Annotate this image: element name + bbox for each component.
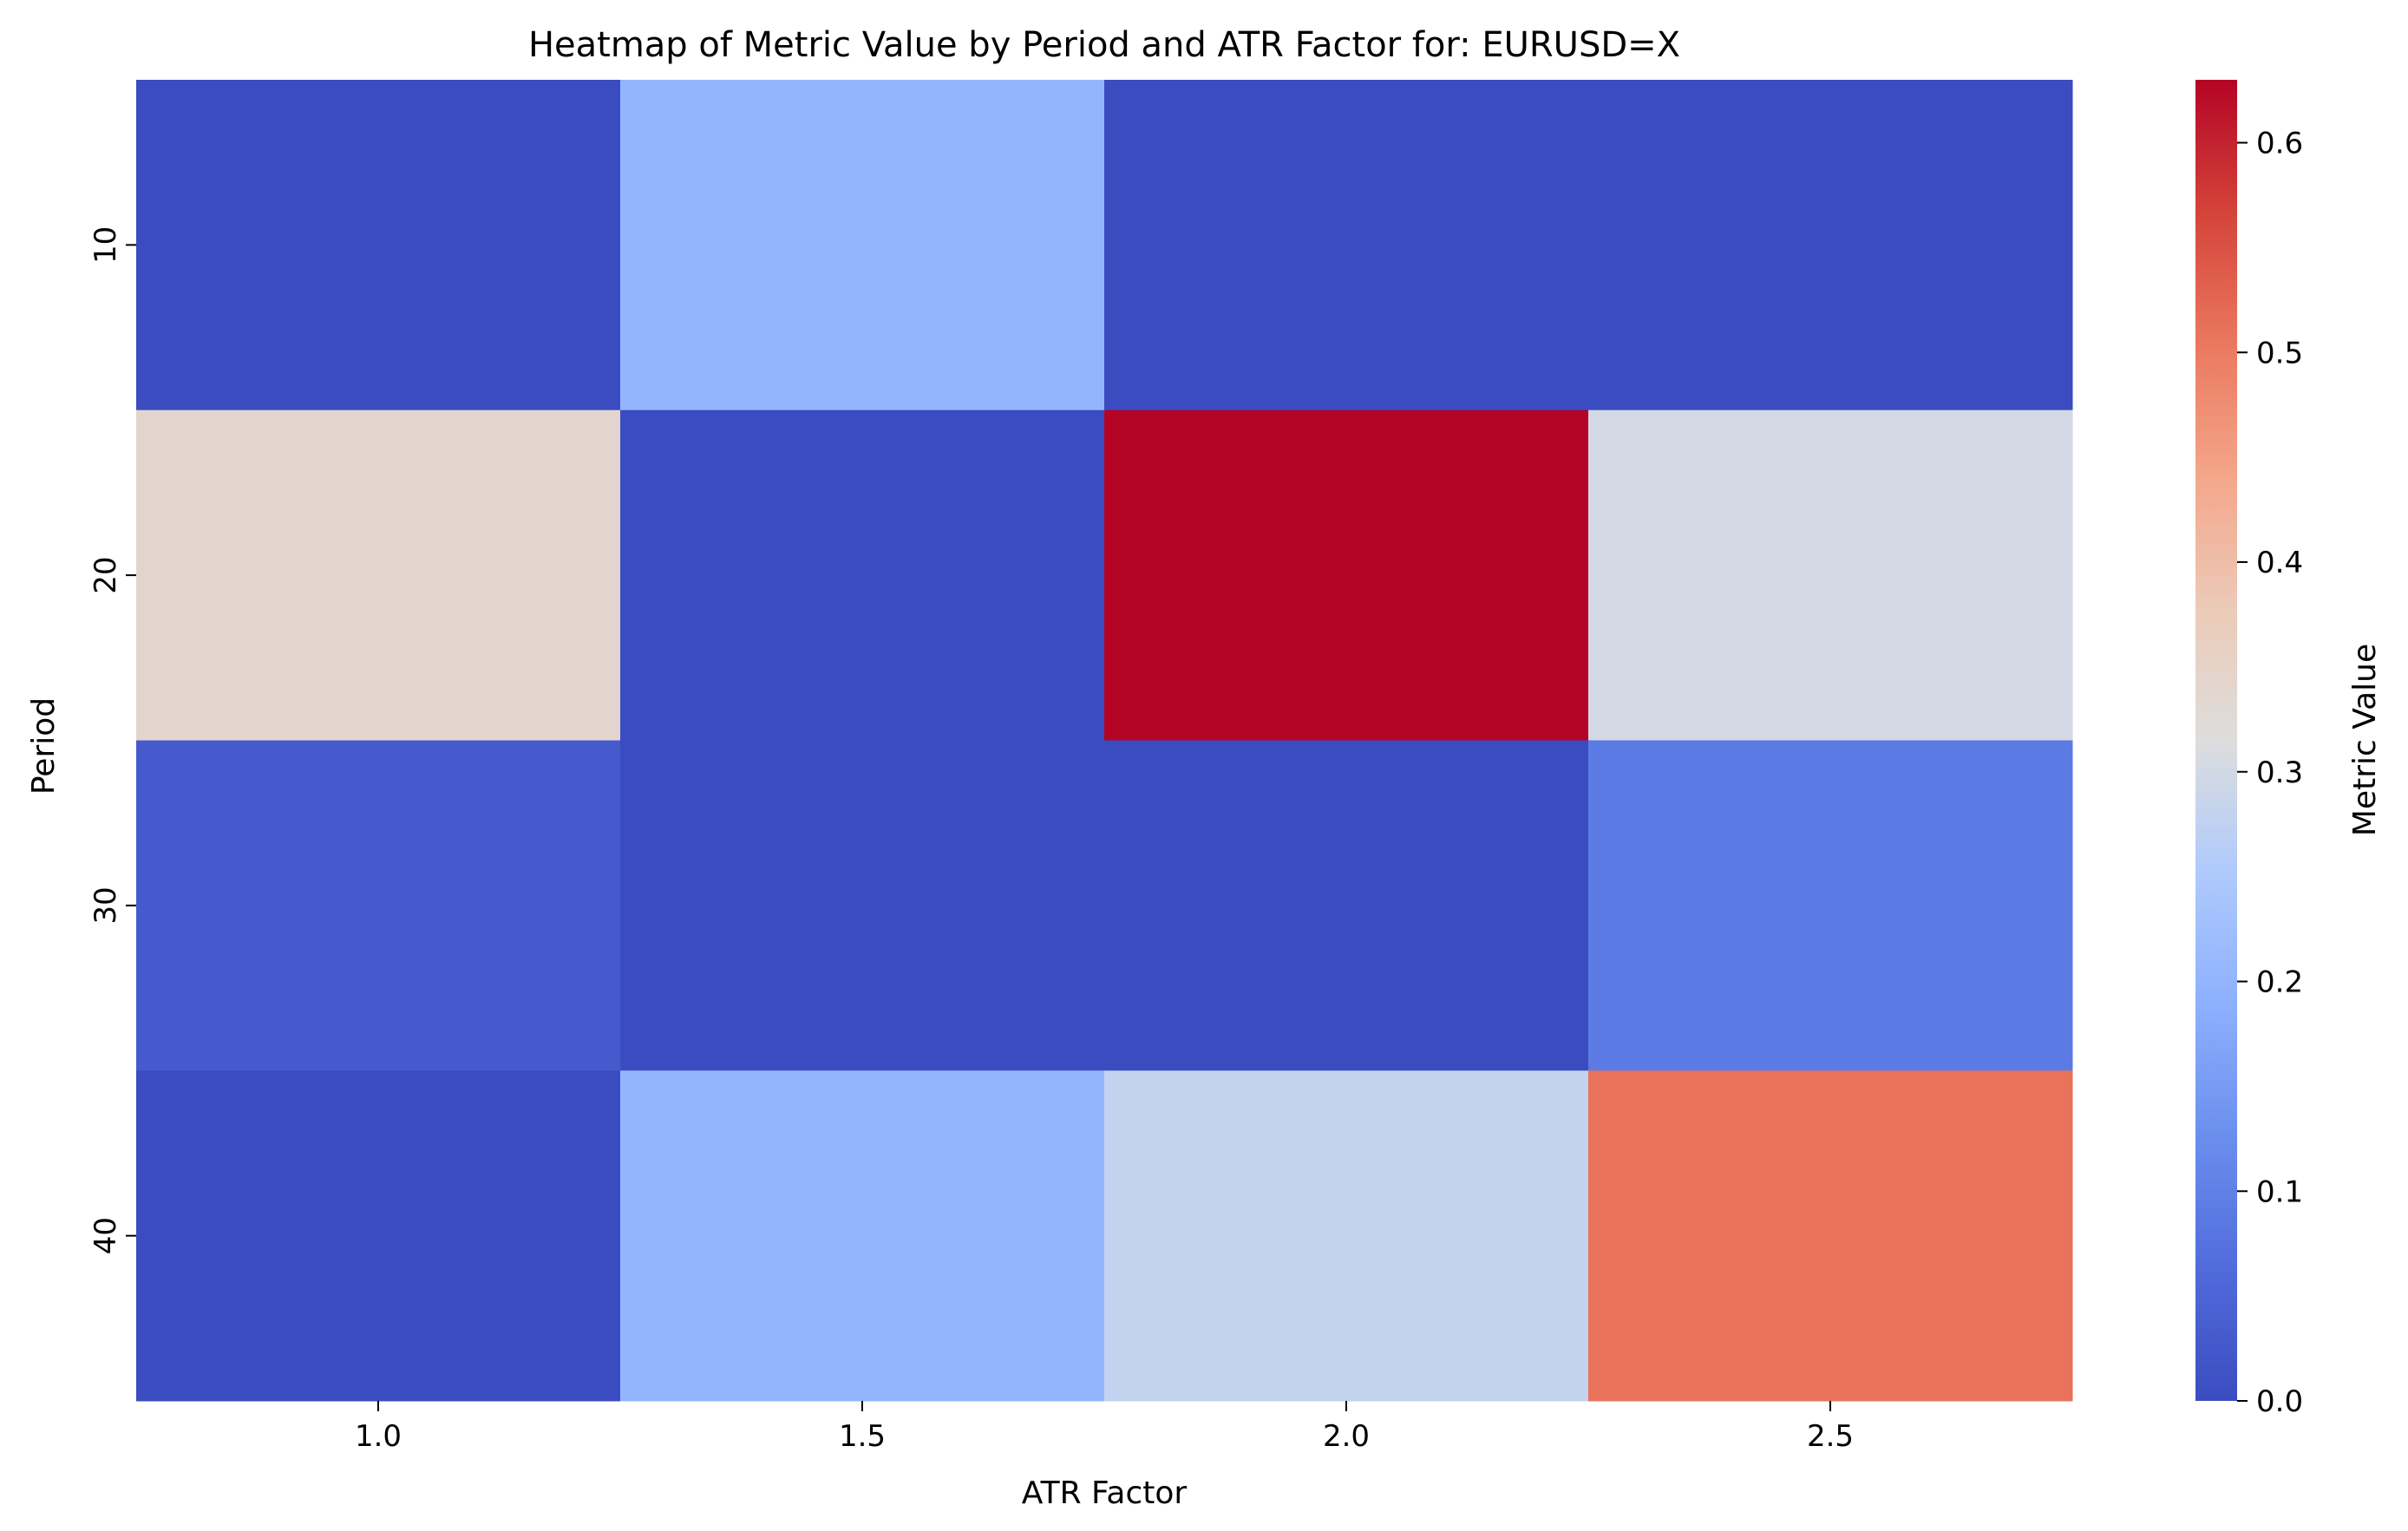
y-tick-label: 40 <box>88 1217 123 1254</box>
colorbar-tick-label: 0.0 <box>2256 1384 2303 1419</box>
x-axis-label: ATR Factor <box>1022 1475 1188 1511</box>
x-tick-label: 1.0 <box>355 1419 402 1454</box>
heatmap-cell <box>1588 80 2073 411</box>
heatmap-cell <box>136 1070 621 1402</box>
heatmap-cells <box>136 80 2073 1402</box>
x-tick-label: 2.5 <box>1807 1419 1854 1454</box>
x-tick-label: 2.0 <box>1323 1419 1370 1454</box>
colorbar <box>2195 80 2237 1401</box>
heatmap-cell <box>1104 1070 1589 1402</box>
y-tick-label: 20 <box>88 556 123 593</box>
y-axis-label: Period <box>26 697 62 795</box>
heatmap-cell <box>1104 409 1589 741</box>
heatmap-cell <box>136 80 621 411</box>
heatmap-cell <box>620 80 1105 411</box>
colorbar-tick-label: 0.5 <box>2256 336 2303 370</box>
y-tick-label: 30 <box>88 887 123 924</box>
colorbar-tick-label: 0.4 <box>2256 546 2303 580</box>
heatmap-cell <box>1588 409 2073 741</box>
x-axis: 1.0 1.5 2.0 2.5 <box>355 1401 1854 1454</box>
colorbar-ticks: 0.0 0.1 0.2 0.3 0.4 0.5 0.6 <box>2237 127 2303 1419</box>
heatmap-cell <box>1104 740 1589 1071</box>
colorbar-tick-label: 0.6 <box>2256 127 2303 161</box>
chart-title: Heatmap of Metric Value by Period and AT… <box>528 25 1680 65</box>
heatmap-cell <box>136 409 621 741</box>
y-axis: 10 20 30 40 <box>88 226 136 1254</box>
colorbar-tick-label: 0.3 <box>2256 756 2303 790</box>
heatmap-cell <box>1588 1070 2073 1402</box>
x-tick-label: 1.5 <box>839 1419 886 1454</box>
heatmap-cell <box>1588 740 2073 1071</box>
heatmap-cell <box>1104 80 1589 411</box>
heatmap-cell <box>620 409 1105 741</box>
heatmap-cell <box>136 740 621 1071</box>
heatmap-cell <box>620 740 1105 1071</box>
y-tick-label: 10 <box>88 226 123 264</box>
heatmap-cell <box>620 1070 1105 1402</box>
colorbar-tick-label: 0.2 <box>2256 965 2303 1000</box>
colorbar-label: Metric Value <box>2347 644 2383 836</box>
colorbar-tick-label: 0.1 <box>2256 1174 2303 1209</box>
